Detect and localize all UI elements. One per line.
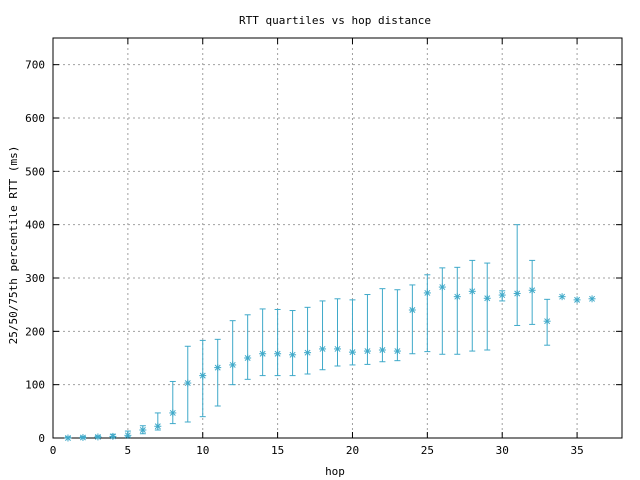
error-bar <box>214 338 221 407</box>
median-marker <box>274 350 282 358</box>
error-bar <box>424 274 431 353</box>
y-tick-label: 0 <box>38 432 45 445</box>
median-marker <box>154 422 162 430</box>
median-marker <box>259 350 267 358</box>
y-tick-label: 100 <box>25 379 45 392</box>
median-marker <box>348 348 356 356</box>
axis-ticks <box>52 38 622 439</box>
x-tick-labels: 0 5 10 15 20 25 30 35 <box>50 444 584 457</box>
median-marker <box>214 364 222 372</box>
x-tick-label: 25 <box>421 444 434 457</box>
median-marker <box>64 434 72 442</box>
error-bar <box>514 224 521 326</box>
median-marker <box>528 286 536 294</box>
error-bar <box>469 259 476 352</box>
median-marker <box>169 409 177 417</box>
chart-title: RTT quartiles vs hop distance <box>239 14 431 27</box>
median-marker <box>94 433 102 441</box>
median-marker <box>304 349 312 357</box>
median-marker <box>199 372 207 380</box>
error-bar <box>319 300 326 371</box>
median-marker <box>334 345 341 353</box>
median-marker <box>319 345 327 353</box>
error-bar <box>229 320 236 386</box>
median-marker <box>588 295 596 303</box>
median-marker <box>229 361 237 369</box>
error-bar <box>334 298 341 367</box>
error-bar <box>439 267 446 355</box>
y-axis-label: 25/50/75th percentile RTT (ms) <box>7 146 20 345</box>
x-tick-label: 0 <box>50 444 57 457</box>
median-marker <box>289 351 297 359</box>
median-marker <box>393 347 401 355</box>
error-bar <box>244 314 251 380</box>
x-tick-label: 20 <box>346 444 359 457</box>
x-axis-label: hop <box>325 465 345 478</box>
median-marker <box>79 433 87 441</box>
median-marker <box>244 354 252 362</box>
median-marker <box>483 294 491 302</box>
median-marker <box>573 296 581 304</box>
median-marker <box>184 379 192 387</box>
median-marker <box>543 317 551 325</box>
error-bars <box>64 224 551 439</box>
median-marker <box>124 431 132 439</box>
grid <box>53 38 622 438</box>
median-marker <box>139 426 147 434</box>
x-tick-label: 15 <box>271 444 284 457</box>
median-marker <box>408 306 416 314</box>
median-marker <box>109 432 117 440</box>
median-marker <box>453 293 461 301</box>
error-bar <box>169 380 176 425</box>
y-tick-label: 400 <box>25 219 45 232</box>
median-marker <box>498 291 506 299</box>
median-marker <box>363 347 371 355</box>
error-bar <box>289 310 296 377</box>
y-tick-label: 200 <box>25 325 45 338</box>
error-bar <box>454 266 461 355</box>
y-tick-labels: 0 100 200 300 400 500 600 700 <box>25 59 45 445</box>
y-tick-label: 500 <box>25 165 45 178</box>
error-bar <box>409 284 416 355</box>
y-tick-label: 700 <box>25 59 45 72</box>
y-tick-label: 600 <box>25 112 45 125</box>
x-tick-label: 10 <box>196 444 209 457</box>
plot-frame <box>52 37 623 439</box>
median-markers <box>64 283 596 442</box>
y-tick-label: 300 <box>25 272 45 285</box>
median-marker <box>558 293 566 301</box>
x-tick-label: 35 <box>570 444 583 457</box>
error-bar <box>304 306 311 375</box>
error-bar <box>484 262 491 351</box>
median-marker <box>513 289 521 297</box>
x-tick-label: 5 <box>125 444 132 457</box>
x-tick-label: 30 <box>496 444 509 457</box>
median-marker <box>438 283 446 291</box>
error-bar <box>259 308 266 377</box>
median-marker <box>378 346 386 354</box>
median-marker <box>423 289 431 297</box>
median-marker <box>468 287 476 295</box>
error-bar <box>274 308 281 377</box>
